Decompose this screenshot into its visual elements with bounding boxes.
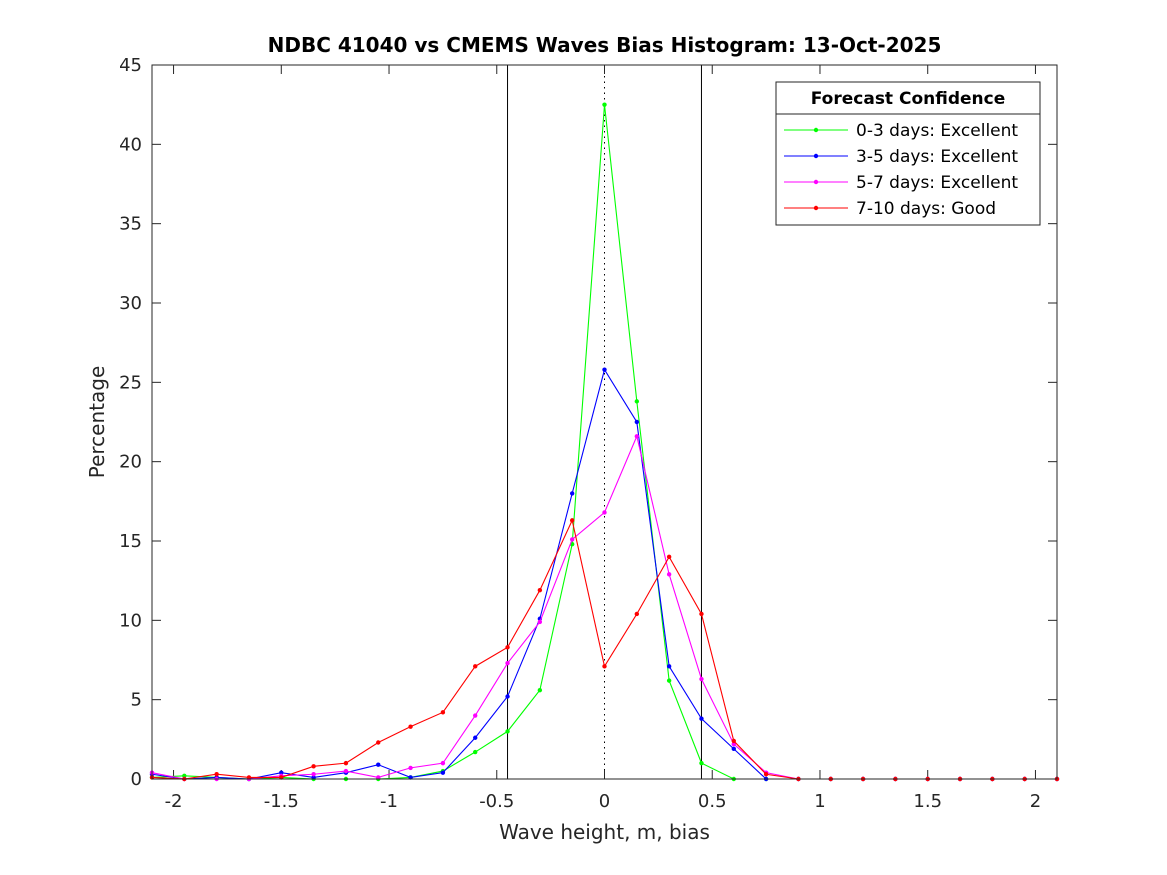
legend-entry: 0-3 days: Excellent xyxy=(784,121,1018,141)
legend-entry: 5-7 days: Excellent xyxy=(784,173,1018,193)
reference-lines xyxy=(507,65,702,779)
legend-title-box xyxy=(775,81,1041,115)
series-point xyxy=(343,760,349,766)
y-tick-label: 20 xyxy=(119,452,142,473)
y-tick-label: 10 xyxy=(119,610,142,631)
x-tick-label: -2 xyxy=(165,791,183,812)
series-point xyxy=(408,765,413,771)
legend-label: 3-5 days: Excellent xyxy=(856,147,1018,167)
series-point xyxy=(569,491,575,496)
series-point xyxy=(376,740,381,745)
series-point xyxy=(699,716,704,721)
legend-label: 0-3 days: Excellent xyxy=(856,121,1018,141)
series-point xyxy=(666,678,672,683)
series-point xyxy=(473,735,478,740)
series-point xyxy=(505,729,510,734)
series-point xyxy=(440,760,446,766)
y-tick-label: 25 xyxy=(119,372,142,393)
y-tick-label: 15 xyxy=(119,531,142,552)
series-point xyxy=(473,713,478,718)
y-tick-label: 0 xyxy=(131,769,142,790)
series-point xyxy=(408,724,413,729)
series-point xyxy=(634,611,640,617)
x-tick-label: 0.5 xyxy=(698,791,727,812)
series-point xyxy=(634,399,640,404)
plot-frame xyxy=(151,64,1058,780)
x-tick-label: -0.5 xyxy=(479,791,514,812)
series-point xyxy=(602,367,607,372)
series-point xyxy=(537,619,543,625)
series-point xyxy=(699,760,704,766)
y-tick-label: 45 xyxy=(119,55,142,76)
series-point xyxy=(699,611,704,617)
series-point xyxy=(505,660,510,666)
series-point xyxy=(279,770,284,775)
legend-title: Forecast Confidence xyxy=(811,89,1006,109)
x-tick-label: 2 xyxy=(1030,791,1041,812)
legend-marker xyxy=(813,127,819,133)
chart-title: NDBC 41040 vs CMEMS Waves Bias Histogram… xyxy=(268,33,942,57)
series-point xyxy=(731,746,736,752)
legend-entry: 3-5 days: Excellent xyxy=(784,147,1018,167)
series-point xyxy=(505,694,510,699)
series-point xyxy=(311,764,316,769)
series-point xyxy=(505,645,510,650)
legend-entries: 0-3 days: Excellent 3-5 days: Excellent 5-… xyxy=(784,121,1018,219)
series-point xyxy=(602,510,607,515)
y-tick-label: 5 xyxy=(131,690,142,711)
legend-label: 5-7 days: Excellent xyxy=(856,173,1018,193)
series-point xyxy=(311,772,316,777)
series-point xyxy=(666,664,672,669)
y-tick-label: 40 xyxy=(119,134,142,155)
series-point xyxy=(634,419,640,425)
x-tick-label: 1 xyxy=(814,791,825,812)
series-point xyxy=(537,587,543,593)
series-point xyxy=(537,687,543,693)
y-tick-labels: 0 5 10 15 20 25 30 35 40 45 xyxy=(119,55,142,790)
x-tick-label: -1.5 xyxy=(264,791,299,812)
series-point xyxy=(182,773,187,779)
x-tick-label: 0 xyxy=(599,791,610,812)
legend-marker xyxy=(813,153,819,159)
series-point xyxy=(473,664,478,669)
series-point xyxy=(214,772,219,777)
series-point xyxy=(376,762,381,767)
series-point xyxy=(473,749,478,755)
series-point xyxy=(666,572,672,577)
y-axis-label: Percentage xyxy=(85,366,109,479)
series-point xyxy=(634,434,640,439)
series-point xyxy=(569,537,575,542)
series-point xyxy=(602,102,607,107)
series-point xyxy=(440,770,446,775)
series-point xyxy=(666,554,672,560)
legend-marker xyxy=(813,179,819,185)
legend-marker xyxy=(813,205,819,211)
y-tick-label: 30 xyxy=(119,293,142,314)
series-point xyxy=(731,738,736,744)
legend-label: 7-10 days: Good xyxy=(856,199,996,219)
legend-box xyxy=(775,113,1041,226)
series-point xyxy=(602,664,607,669)
series-point xyxy=(343,768,349,774)
x-tick-labels: -2 -1.5 -1 -0.5 0 0.5 1 1.5 2 xyxy=(165,791,1042,812)
series-point xyxy=(569,518,575,523)
series-point xyxy=(763,772,769,777)
series-point xyxy=(731,741,736,747)
x-tick-label: 1.5 xyxy=(913,791,942,812)
series-point xyxy=(440,710,446,715)
y-tick-label: 35 xyxy=(119,214,142,235)
x-tick-label: -1 xyxy=(380,791,398,812)
x-axis-label: Wave height, m, bias xyxy=(499,820,710,844)
legend-entry: 7-10 days: Good xyxy=(784,199,996,219)
legend: Forecast Confidence 0-3 days: Excellent 3… xyxy=(775,81,1041,226)
series-point xyxy=(699,676,704,682)
